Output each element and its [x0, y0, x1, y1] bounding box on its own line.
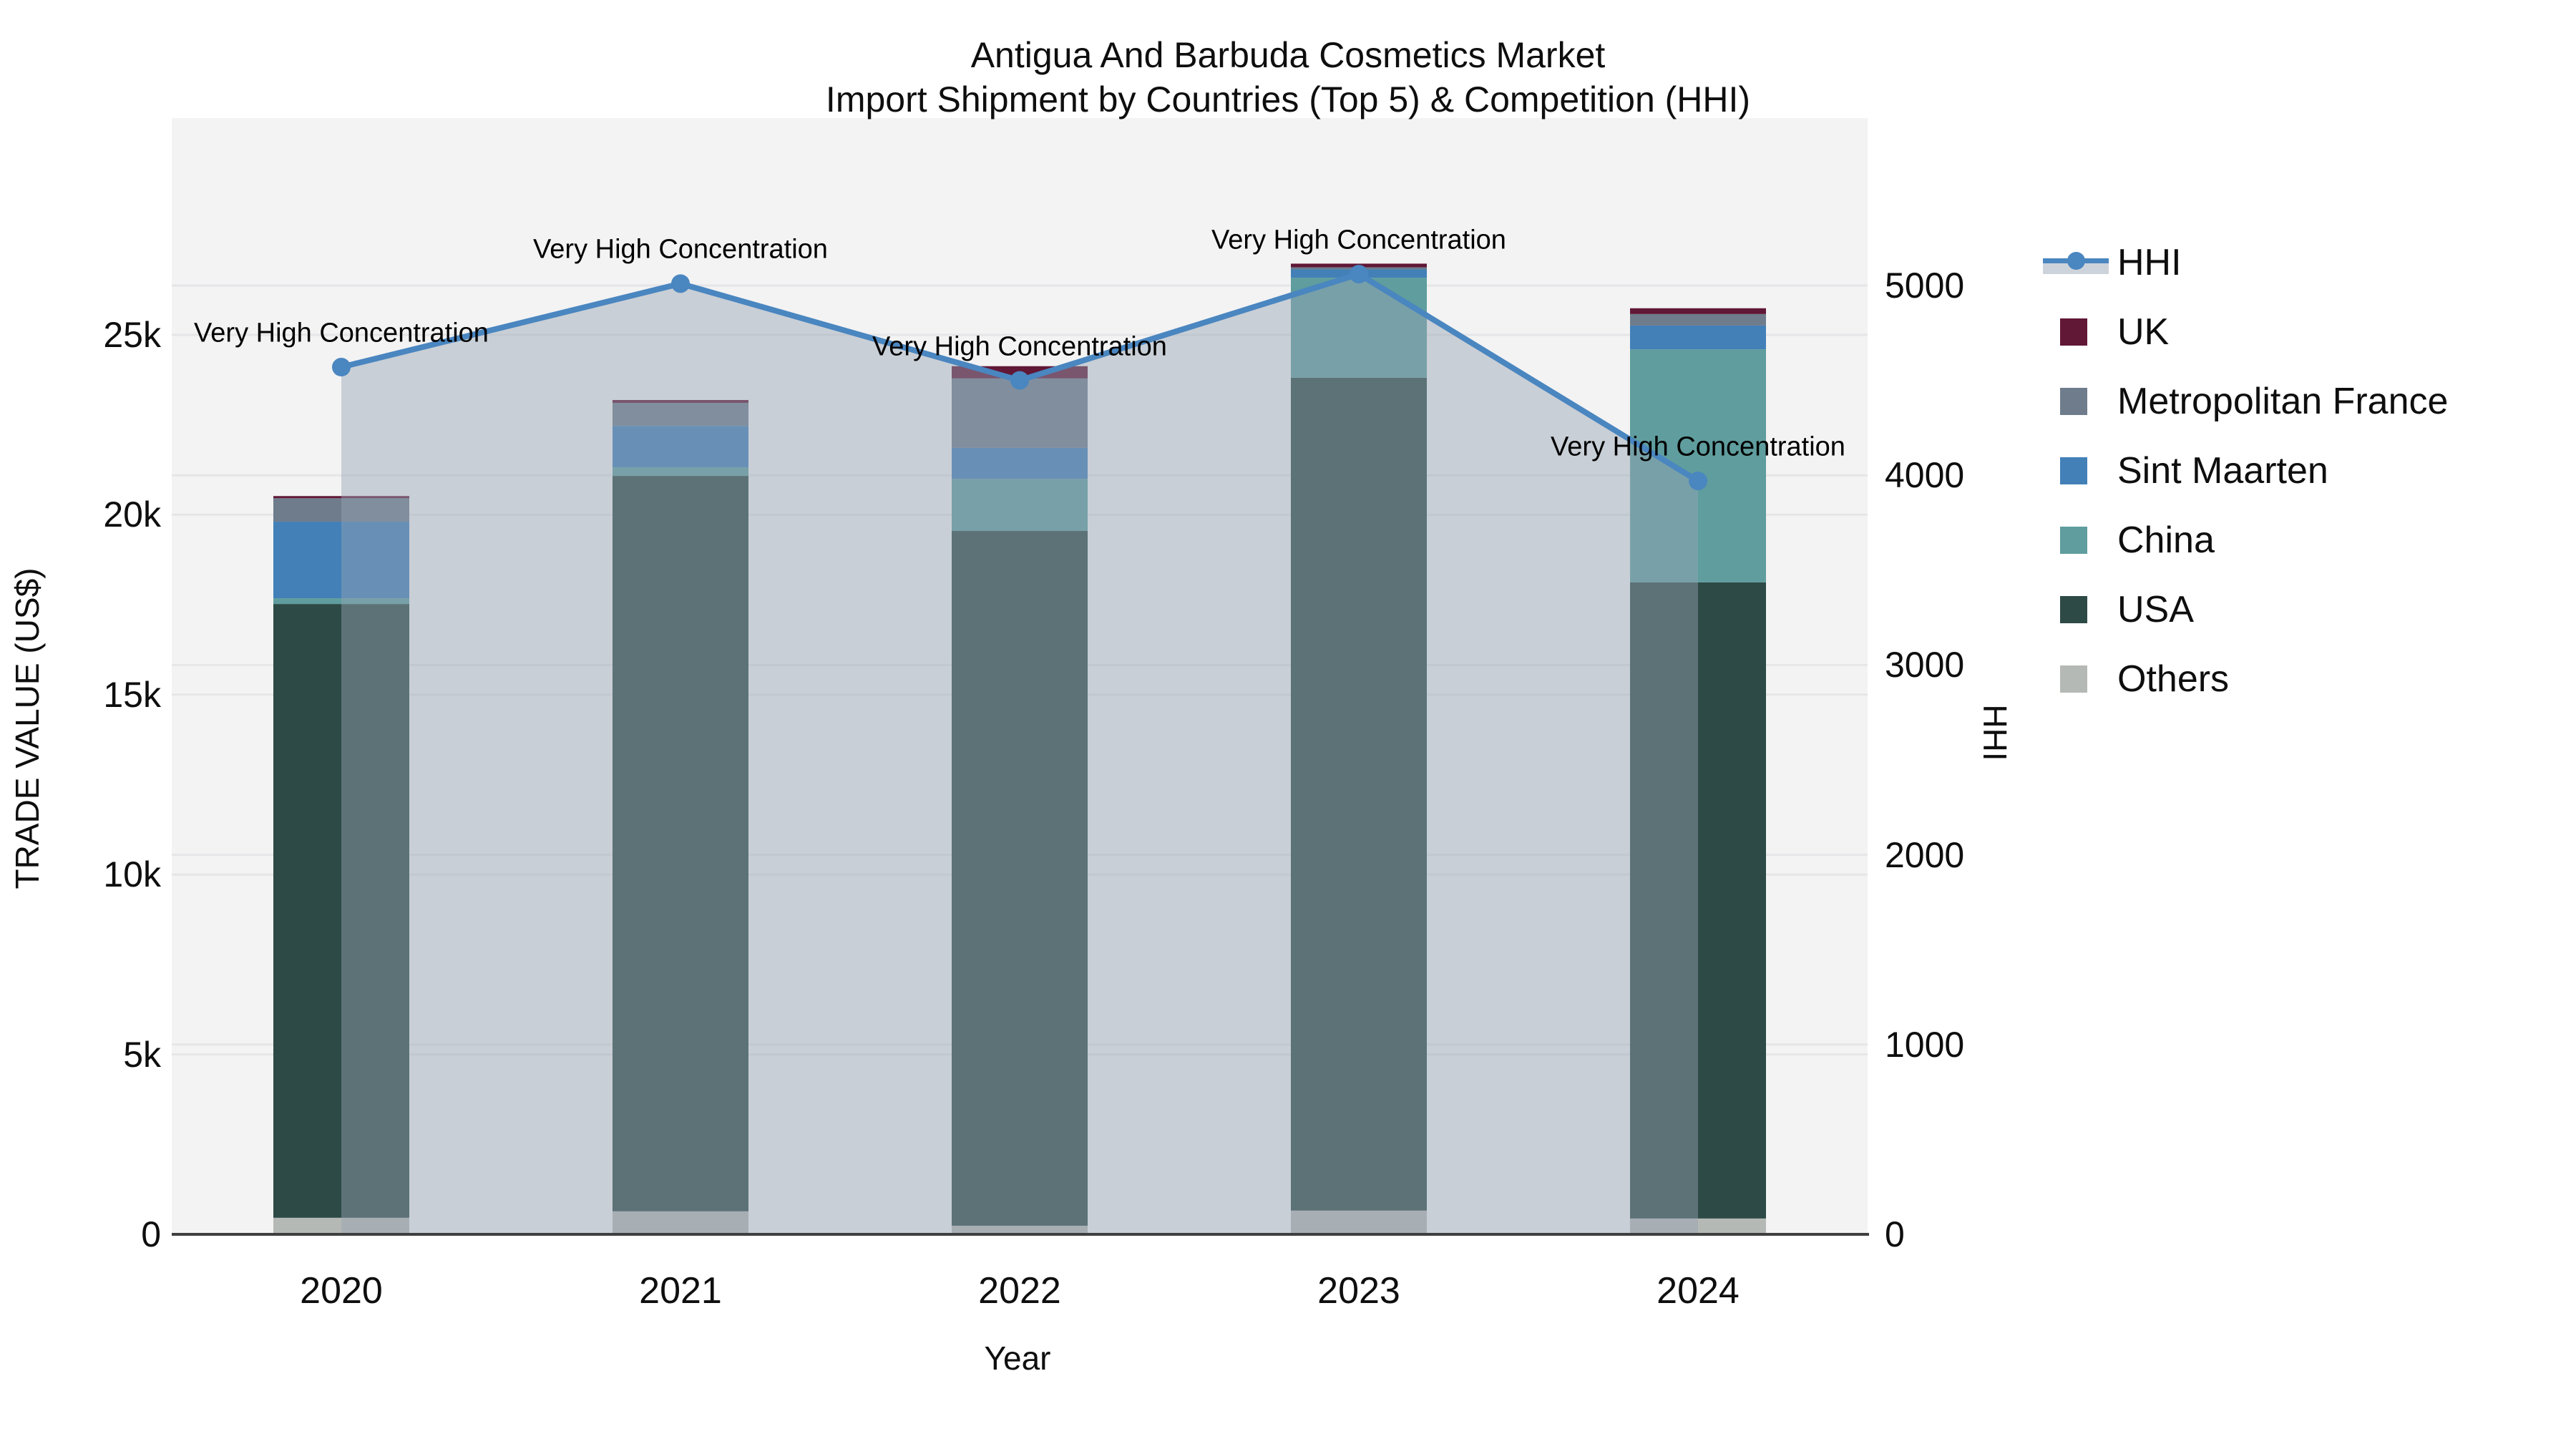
- bar-segment-2020-sint-maarten[interactable]: [273, 521, 409, 599]
- legend: HHI UK Metropolitan France Sint Maarten Chin…: [2043, 228, 2448, 713]
- legend-swatch-icon-usa: [2043, 595, 2114, 623]
- bar-segment-2024-usa[interactable]: [1630, 582, 1766, 1219]
- left-axis-title: TRADE VALUE (US$): [9, 567, 46, 889]
- right-axis-title: HHI: [1976, 704, 2014, 761]
- legend-label: China: [2117, 519, 2215, 561]
- bar-segment-2021-china[interactable]: [613, 467, 748, 477]
- x-axis-title: Year: [984, 1340, 1051, 1377]
- annotation-2023: Very High Concentration: [1211, 225, 1506, 255]
- legend-label: Metropolitan France: [2117, 380, 2449, 422]
- bar-segment-2023-china[interactable]: [1291, 278, 1427, 378]
- left-tick-5k: 5k: [123, 1034, 161, 1075]
- bar-segment-2024-uk[interactable]: [1630, 308, 1766, 314]
- bar-segment-2024-metropolitan-france[interactable]: [1630, 313, 1766, 326]
- legend-item-sint-maarten[interactable]: Sint Maarten: [2043, 436, 2448, 505]
- right-tick-1000: 1000: [1885, 1024, 1965, 1065]
- legend-label: HHI: [2117, 241, 2182, 283]
- annotation-2024: Very High Concentration: [1551, 431, 1845, 462]
- bar-segment-2022-sint-maarten[interactable]: [952, 447, 1088, 479]
- legend-label: USA: [2117, 588, 2194, 630]
- bar-segment-2021-metropolitan-france[interactable]: [613, 403, 748, 426]
- legend-item-usa[interactable]: USA: [2043, 575, 2448, 644]
- legend-label: Others: [2117, 658, 2230, 700]
- x-tick-2021: 2021: [639, 1270, 722, 1312]
- legend-swatch-icon-others: [2043, 665, 2114, 693]
- hhi-line-swatch-icon: [2043, 248, 2114, 277]
- x-tick-2023: 2023: [1317, 1270, 1400, 1312]
- left-tick-15k: 15k: [103, 674, 161, 715]
- hhi-marker-2024[interactable]: [1689, 472, 1707, 491]
- bar-segment-2021-usa[interactable]: [613, 476, 748, 1211]
- right-tick-3000: 3000: [1885, 645, 1965, 686]
- right-tick-4000: 4000: [1885, 455, 1965, 496]
- bar-segment-2024-china[interactable]: [1630, 349, 1766, 582]
- bar-segment-2023-usa[interactable]: [1291, 377, 1427, 1211]
- left-tick-25k: 25k: [103, 315, 161, 355]
- legend-swatch-icon-metropolitan-france: [2043, 387, 2114, 415]
- bar-segment-2020-others[interactable]: [273, 1217, 409, 1234]
- legend-label: Sint Maarten: [2117, 449, 2328, 492]
- hhi-marker-2022[interactable]: [1010, 371, 1029, 390]
- annotation-2020: Very High Concentration: [194, 318, 489, 348]
- bar-segment-2022-usa[interactable]: [952, 531, 1088, 1226]
- x-tick-2022: 2022: [978, 1270, 1061, 1312]
- left-tick-10k: 10k: [103, 854, 161, 895]
- bar-segment-2020-uk[interactable]: [273, 496, 409, 499]
- chart-title-line1: Antigua And Barbuda Cosmetics Market: [970, 35, 1606, 75]
- hhi-area-fill: [341, 274, 1698, 1234]
- x-tick-2020: 2020: [300, 1270, 383, 1312]
- hhi-marker-2023[interactable]: [1350, 265, 1368, 284]
- bar-segment-2022-others[interactable]: [952, 1225, 1088, 1234]
- bar-segment-2021-uk[interactable]: [613, 400, 748, 404]
- legend-label: UK: [2117, 311, 2170, 353]
- bar-segment-2020-metropolitan-france[interactable]: [273, 498, 409, 522]
- annotation-2021: Very High Concentration: [533, 234, 828, 265]
- bar-segment-2020-china[interactable]: [273, 598, 409, 605]
- right-tick-5000: 5000: [1885, 265, 1965, 306]
- left-tick-0: 0: [141, 1214, 161, 1254]
- bar-segment-2022-china[interactable]: [952, 479, 1088, 532]
- bar-segment-2020-usa[interactable]: [273, 604, 409, 1218]
- legend-item-hhi[interactable]: HHI: [2043, 228, 2448, 297]
- annotation-2022: Very High Concentration: [872, 331, 1167, 362]
- legend-item-metropolitan-france[interactable]: Metropolitan France: [2043, 366, 2448, 436]
- hhi-marker-2021[interactable]: [671, 274, 690, 293]
- legend-swatch-icon-uk: [2043, 318, 2114, 346]
- bar-segment-2021-sint-maarten[interactable]: [613, 426, 748, 468]
- bar-segment-2022-metropolitan-france[interactable]: [952, 378, 1088, 448]
- bar-segment-2024-others[interactable]: [1630, 1218, 1766, 1234]
- left-tick-20k: 20k: [103, 494, 161, 535]
- legend-item-others[interactable]: Others: [2043, 644, 2448, 713]
- right-tick-2000: 2000: [1885, 834, 1965, 875]
- bar-segment-2024-sint-maarten[interactable]: [1630, 325, 1766, 350]
- right-tick-0: 0: [1885, 1214, 1905, 1254]
- chart-title-line2: Import Shipment by Countries (Top 5) & C…: [825, 79, 1751, 119]
- bar-segment-2021-others[interactable]: [613, 1211, 748, 1234]
- hhi-marker-2020[interactable]: [332, 358, 351, 377]
- legend-item-uk[interactable]: UK: [2043, 297, 2448, 366]
- x-tick-2024: 2024: [1657, 1270, 1740, 1312]
- legend-swatch-icon-sint-maarten: [2043, 457, 2114, 484]
- legend-item-china[interactable]: China: [2043, 505, 2448, 575]
- legend-swatch-icon-china: [2043, 526, 2114, 554]
- bar-segment-2023-others[interactable]: [1291, 1210, 1427, 1234]
